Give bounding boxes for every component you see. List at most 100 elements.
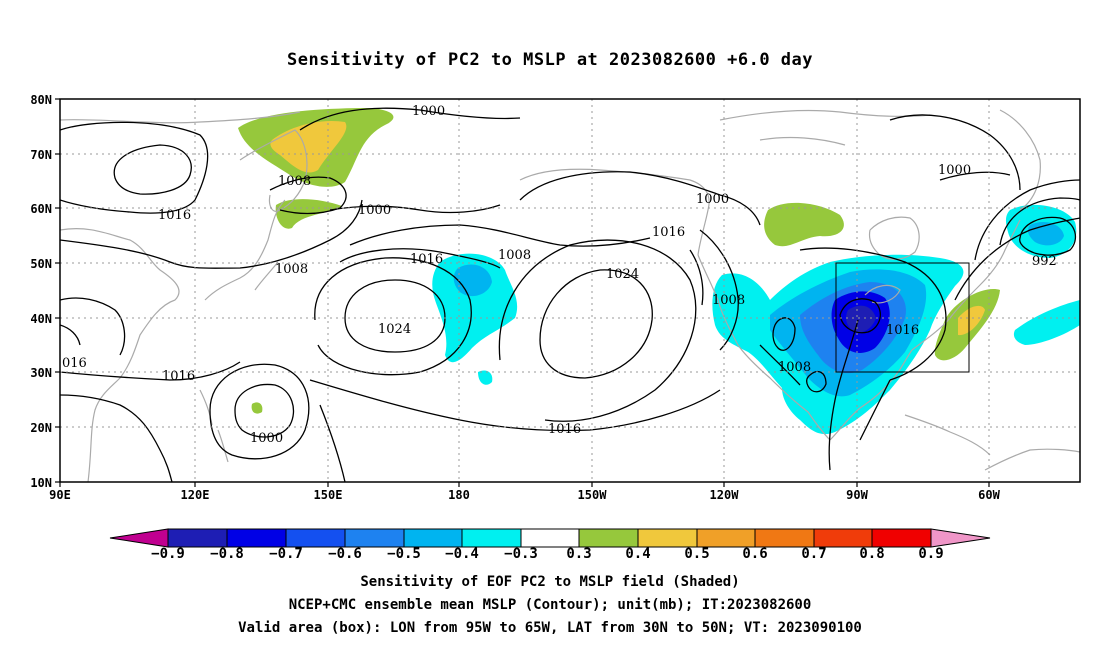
coast-philippines bbox=[199, 389, 229, 463]
colorbar-segment bbox=[285, 528, 346, 548]
caption-contour: NCEP+CMC ensemble mean MSLP (Contour); u… bbox=[288, 597, 812, 613]
contour-1000-gulf-alaska bbox=[519, 171, 761, 226]
colorbar-label: 0.3 bbox=[566, 546, 591, 562]
coast-kamchatka bbox=[239, 129, 308, 212]
contour-1024-north-america bbox=[839, 298, 881, 334]
latitude-labels: 80N 70N 60N 50N 40N 30N 20N 10N bbox=[30, 93, 52, 490]
caption-shading: Sensitivity of EOF PC2 to MSLP field (Sh… bbox=[360, 574, 740, 590]
colorbar-segment bbox=[578, 528, 639, 548]
contour-label: 1016 bbox=[548, 422, 581, 437]
lon-tick-label: 90W bbox=[846, 488, 868, 502]
contour-1008-kamchatka bbox=[269, 176, 347, 215]
contour-1008-south-asia-low bbox=[209, 363, 310, 460]
colorbar-segment bbox=[520, 528, 580, 548]
colorbar-label: 0.9 bbox=[918, 546, 943, 562]
contour-1016-siberia bbox=[60, 121, 209, 214]
valid-area-box bbox=[835, 262, 970, 373]
contour-1016-southeast-us bbox=[859, 379, 891, 441]
contour-992-atlantic-low bbox=[1019, 216, 1077, 256]
contour-1008-low-texas bbox=[806, 370, 827, 393]
positive-shade-5 bbox=[251, 402, 263, 414]
contour-1008-siberia bbox=[113, 144, 192, 195]
coast-caribbean bbox=[904, 414, 991, 456]
contour-1000-arctic bbox=[299, 107, 521, 131]
contour-1008-east-asia-small bbox=[60, 324, 81, 346]
lon-tick-label: 150W bbox=[578, 488, 608, 502]
contour-label: 1008 bbox=[278, 174, 311, 189]
colorbar-label: 0.4 bbox=[625, 546, 650, 562]
lat-lon-grid bbox=[60, 99, 1080, 482]
contour-label: 1016 bbox=[886, 323, 919, 338]
contour-label: 1000 bbox=[696, 192, 729, 207]
contour-label: 1008 bbox=[712, 293, 745, 308]
plot-frame bbox=[59, 98, 1081, 483]
negative-shade-1 bbox=[432, 253, 518, 363]
contour-label: 1016 bbox=[162, 369, 195, 384]
longitude-labels: 90E 120E 150E 180 150W 120W 90W 60W bbox=[49, 488, 1000, 502]
negative-shade-2-peak bbox=[846, 305, 876, 333]
colorbar-label: −0.8 bbox=[210, 546, 244, 562]
contour-1008-asia bbox=[60, 199, 363, 269]
contour-label: 016 bbox=[62, 356, 87, 371]
mslp-contours bbox=[60, 107, 1080, 482]
colorbar-label: 0.8 bbox=[859, 546, 884, 562]
contour-1008-south-asia-west bbox=[60, 297, 126, 356]
coast-gulf-of-mexico bbox=[829, 349, 913, 441]
caption-valid-area: Valid area (box): LON from 95W to 65W, L… bbox=[238, 620, 862, 636]
colorbar-segment bbox=[403, 528, 463, 548]
positive-shade-3 bbox=[764, 202, 844, 247]
contour-1016-west-na bbox=[689, 249, 704, 306]
contour-label: 1000 bbox=[412, 104, 445, 119]
contour-1008-south-asia bbox=[60, 361, 241, 381]
coast-asia-arctic bbox=[60, 111, 301, 124]
colorbar-label: −0.4 bbox=[445, 546, 479, 562]
contour-1000-okhotsk bbox=[329, 204, 501, 214]
coast-west-north-america bbox=[697, 254, 831, 441]
contour-label: 1016 bbox=[410, 252, 443, 267]
contour-label: 1000 bbox=[358, 203, 391, 218]
contour-1016-east-na-loop bbox=[828, 319, 859, 471]
colorbar-label: 0.6 bbox=[742, 546, 767, 562]
contour-label: 1008 bbox=[498, 248, 531, 263]
lon-tick-label: 90E bbox=[49, 488, 71, 502]
contour-1000-atlantic bbox=[999, 197, 1080, 246]
map-title: Sensitivity of PC2 to MSLP at 2023082600… bbox=[286, 50, 813, 70]
lat-tick-label: 20N bbox=[30, 421, 52, 435]
colorbar-label: 0.7 bbox=[801, 546, 826, 562]
lat-tick-label: 70N bbox=[30, 148, 52, 162]
contour-label: 992 bbox=[1032, 254, 1057, 269]
coast-korea-japan bbox=[204, 199, 286, 301]
lon-tick-label: 120E bbox=[181, 488, 210, 502]
colorbar-max-triangle bbox=[930, 528, 991, 548]
contour-1016-pacific-south bbox=[319, 404, 346, 482]
contour-label: 1024 bbox=[378, 322, 411, 337]
colorbar-segment bbox=[461, 528, 522, 548]
contour-label: 1000 bbox=[938, 163, 971, 178]
colorbar-label: −0.7 bbox=[269, 546, 303, 562]
negative-shade-1-core bbox=[453, 264, 492, 297]
contour-1016-subtropics bbox=[309, 379, 721, 432]
contour-1008-west-na bbox=[699, 229, 739, 351]
coastlines bbox=[60, 109, 1080, 482]
contour-label: 1008 bbox=[778, 360, 811, 375]
contour-label: 1016 bbox=[652, 225, 685, 240]
coast-south-america bbox=[984, 448, 1080, 471]
positive-shade-1-core bbox=[270, 120, 347, 173]
lat-tick-label: 40N bbox=[30, 312, 52, 326]
contour-label: 1000 bbox=[250, 431, 283, 446]
contour-1008-north-pacific bbox=[349, 224, 651, 247]
contour-1000-north-atlantic bbox=[939, 171, 1011, 181]
lat-tick-label: 50N bbox=[30, 257, 52, 271]
lat-tick-label: 60N bbox=[30, 202, 52, 216]
negative-shade-4 bbox=[1013, 300, 1080, 345]
negative-shade-5 bbox=[478, 370, 493, 385]
colorbar: −0.9 −0.8 −0.7 −0.6 −0.5 −0.4 −0.3 0.3 0… bbox=[109, 528, 991, 562]
contour-1016-west-pacific bbox=[339, 248, 501, 269]
contour-1024-east-pacific bbox=[539, 269, 653, 379]
contour-1000-labrador bbox=[889, 114, 1021, 191]
coast-great-lakes bbox=[864, 284, 901, 304]
coast-asia-east bbox=[60, 228, 180, 482]
contour-1008-atlantic bbox=[974, 179, 1080, 261]
lon-tick-label: 120W bbox=[710, 488, 740, 502]
